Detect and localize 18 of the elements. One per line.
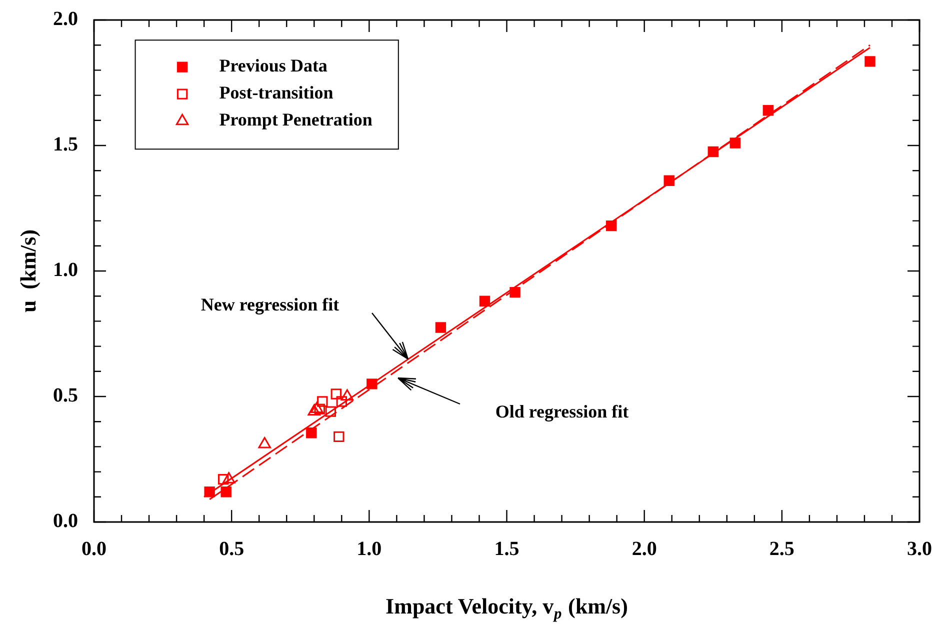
x-tick-label: 0.5 [219, 538, 244, 560]
x-tick-label: 2.5 [769, 538, 794, 560]
y-axis-title: u (km/s) [16, 229, 41, 313]
x-tick-label: 0.0 [82, 538, 106, 560]
annotation: New regression fit [200, 294, 340, 315]
y-tick-label: 2.0 [53, 8, 78, 30]
y-tick-label: 0.0 [53, 510, 78, 532]
y-tick-label: 1.5 [53, 134, 78, 156]
y-tick-label: 0.5 [53, 384, 78, 407]
y-tick-label: 1.0 [53, 259, 78, 282]
x-tick-label: 2.0 [632, 538, 657, 560]
annotation: Old regression fit [495, 402, 629, 422]
x-tick-label: 1.0 [356, 538, 382, 560]
legend-label: Prompt Penetration [219, 110, 372, 130]
x-tick-label: 3.0 [907, 538, 932, 560]
legend-label: Previous Data [219, 56, 328, 76]
legend-label: Post-transition [219, 82, 334, 103]
x-tick-label: 1.5 [494, 538, 520, 560]
